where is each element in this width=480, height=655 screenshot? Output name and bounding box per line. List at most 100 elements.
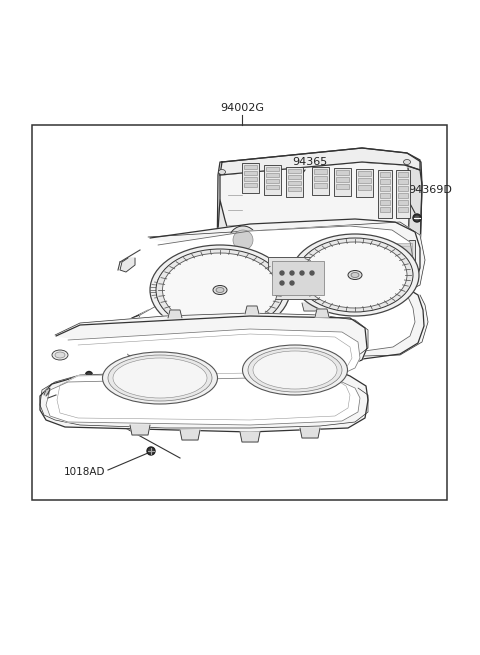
Ellipse shape	[52, 350, 68, 360]
Bar	[288, 181, 301, 185]
Bar	[334, 168, 351, 196]
Circle shape	[413, 214, 421, 222]
Bar	[358, 171, 371, 176]
Bar	[244, 183, 257, 187]
Circle shape	[300, 271, 304, 275]
Polygon shape	[240, 432, 260, 442]
Bar	[380, 200, 390, 205]
Polygon shape	[217, 200, 228, 300]
Bar	[380, 186, 390, 191]
Ellipse shape	[401, 288, 408, 293]
Text: 1018AD: 1018AD	[63, 467, 105, 477]
Text: 94365: 94365	[292, 157, 328, 167]
Circle shape	[280, 271, 284, 275]
Polygon shape	[130, 425, 150, 435]
Ellipse shape	[404, 160, 410, 164]
Bar	[356, 169, 373, 197]
Polygon shape	[352, 298, 368, 306]
Text: 94369D: 94369D	[408, 185, 452, 195]
Bar	[264, 165, 281, 195]
Ellipse shape	[229, 226, 257, 254]
Circle shape	[310, 271, 314, 275]
Polygon shape	[135, 226, 415, 358]
Bar	[398, 207, 408, 212]
Polygon shape	[192, 300, 208, 308]
Polygon shape	[44, 388, 50, 395]
Bar	[266, 173, 279, 177]
Bar	[380, 207, 390, 212]
Bar	[398, 193, 408, 198]
Ellipse shape	[86, 373, 92, 377]
Ellipse shape	[214, 293, 220, 297]
Polygon shape	[40, 313, 368, 428]
Bar	[336, 177, 349, 182]
Bar	[336, 184, 349, 189]
Bar	[242, 163, 259, 193]
Circle shape	[290, 281, 294, 285]
Bar	[398, 179, 408, 184]
Polygon shape	[232, 305, 248, 313]
Polygon shape	[124, 222, 428, 362]
Polygon shape	[245, 306, 259, 314]
Bar	[244, 171, 257, 175]
Bar	[355, 240, 415, 285]
Text: 94363A: 94363A	[75, 396, 115, 406]
Polygon shape	[220, 148, 420, 175]
Ellipse shape	[156, 249, 284, 331]
Bar	[314, 169, 327, 174]
Polygon shape	[40, 316, 368, 432]
Ellipse shape	[291, 234, 419, 316]
Ellipse shape	[218, 170, 226, 174]
Polygon shape	[300, 428, 320, 438]
Bar	[314, 183, 327, 188]
Text: 94360D: 94360D	[120, 412, 161, 422]
Ellipse shape	[351, 272, 359, 278]
Bar	[358, 185, 371, 190]
Circle shape	[280, 281, 284, 285]
Ellipse shape	[253, 351, 337, 389]
Bar	[266, 185, 279, 189]
Polygon shape	[217, 148, 422, 305]
Bar	[32, 125, 447, 500]
Ellipse shape	[103, 352, 217, 404]
Bar	[396, 170, 410, 218]
Ellipse shape	[297, 238, 413, 312]
Ellipse shape	[248, 348, 342, 392]
Ellipse shape	[233, 230, 253, 250]
Bar	[288, 175, 301, 179]
Polygon shape	[168, 310, 182, 318]
Circle shape	[290, 271, 294, 275]
Polygon shape	[217, 162, 422, 305]
Text: 94002G: 94002G	[220, 103, 264, 113]
Polygon shape	[302, 303, 318, 311]
Polygon shape	[120, 258, 135, 272]
Ellipse shape	[213, 286, 227, 295]
Bar	[268, 257, 328, 299]
Ellipse shape	[348, 271, 362, 280]
Polygon shape	[46, 329, 360, 425]
Bar	[312, 167, 329, 195]
Ellipse shape	[55, 352, 65, 358]
Bar	[244, 177, 257, 181]
Ellipse shape	[108, 355, 212, 401]
Polygon shape	[57, 334, 352, 420]
Bar	[272, 261, 324, 295]
Bar	[266, 167, 279, 171]
Polygon shape	[126, 219, 424, 365]
Bar	[378, 170, 392, 218]
Bar	[398, 186, 408, 191]
Bar	[244, 165, 257, 169]
Bar	[266, 179, 279, 183]
Bar	[398, 200, 408, 205]
Bar	[358, 178, 371, 183]
Circle shape	[85, 371, 93, 379]
Bar	[380, 179, 390, 184]
Ellipse shape	[242, 345, 348, 395]
Bar	[314, 176, 327, 181]
Bar	[380, 172, 390, 177]
Polygon shape	[315, 309, 329, 317]
Ellipse shape	[148, 448, 154, 454]
Bar	[358, 243, 412, 282]
Ellipse shape	[216, 288, 224, 293]
Ellipse shape	[414, 215, 420, 221]
